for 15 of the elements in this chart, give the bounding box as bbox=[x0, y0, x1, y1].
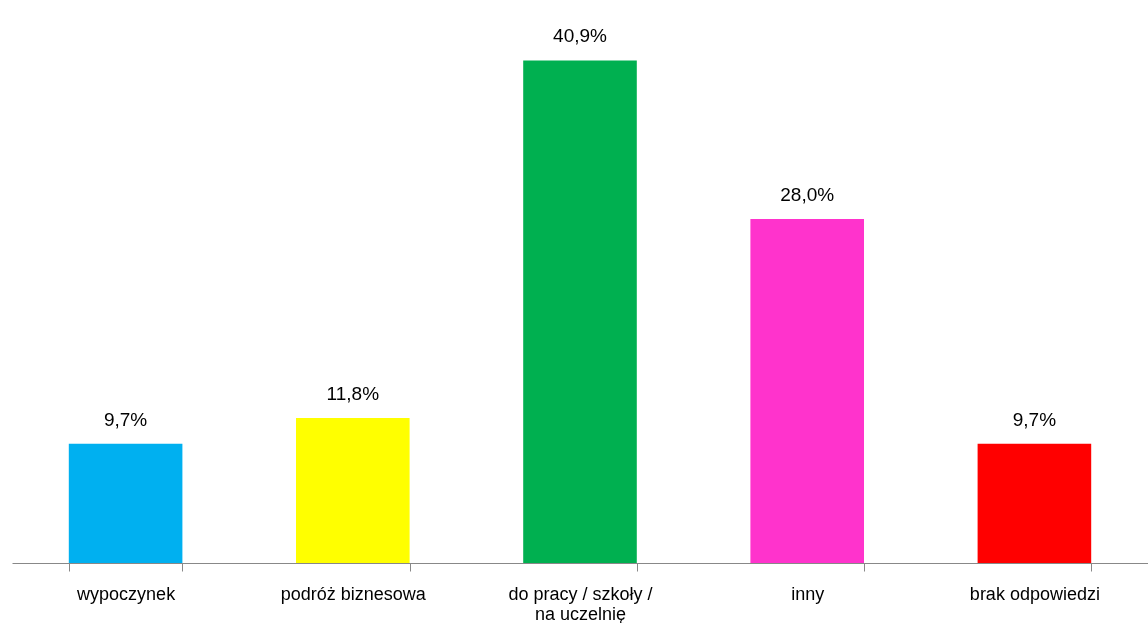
x-tick-label: wypoczynek bbox=[76, 583, 177, 604]
bar bbox=[750, 218, 864, 563]
data-label: 9,7% bbox=[103, 408, 148, 430]
data-label: 11,8% bbox=[326, 382, 380, 404]
bar bbox=[296, 417, 410, 563]
x-tick-label: brak odpowiedzi bbox=[969, 583, 1100, 604]
data-label: 40,9% bbox=[553, 25, 608, 47]
bar bbox=[523, 60, 637, 563]
bar bbox=[977, 443, 1092, 563]
x-tick-label: inny bbox=[791, 583, 825, 604]
x-tick-label: podróż biznesowa bbox=[280, 583, 427, 604]
data-label: 9,7% bbox=[1012, 408, 1057, 430]
x-tick-label: do pracy / szkoły / na uczelnię bbox=[508, 583, 653, 624]
data-label: 28,0% bbox=[780, 183, 835, 205]
bar bbox=[68, 443, 183, 563]
